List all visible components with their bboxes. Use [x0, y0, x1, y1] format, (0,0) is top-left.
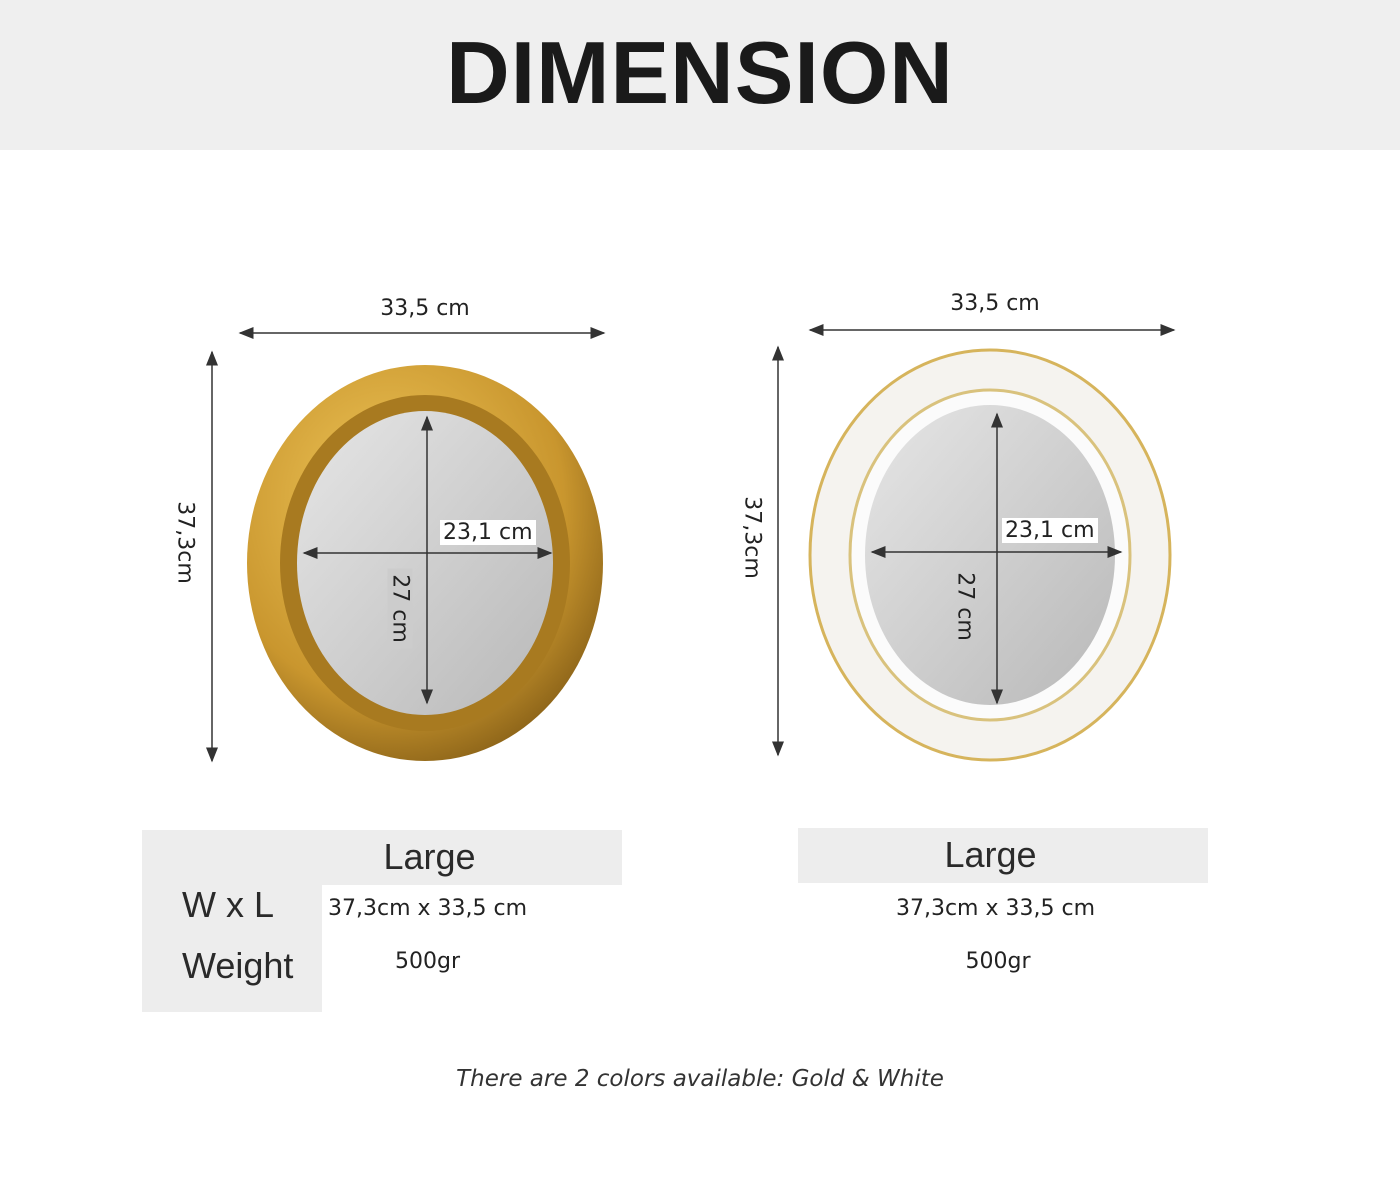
white-mirror: [808, 348, 1172, 762]
label-weight: Weight: [182, 945, 294, 986]
gold-mirror: [247, 365, 603, 761]
footer-note: There are 2 colors available: Gold & Whi…: [456, 1066, 944, 1092]
gold-wxl: 37,3cm x 33,5 cm: [328, 896, 527, 921]
white-mirror-height-label: 27 cm: [952, 572, 978, 641]
white-wxl: 37,3cm x 33,5 cm: [798, 896, 1193, 921]
gold-length: 37,3cm: [328, 896, 411, 921]
gold-height-label: 37,3cm: [172, 501, 198, 584]
white-table-header: [798, 828, 1208, 883]
gold-table-label-col: [142, 885, 322, 1012]
gold-width-label: 33,5 cm: [380, 296, 470, 321]
gold-mirror-height-label: 27 cm: [387, 568, 413, 649]
white-length: 37,3cm: [895, 896, 979, 921]
times: x: [417, 896, 431, 921]
white-width: 33,5 cm: [1005, 896, 1096, 921]
gold-size: Large: [383, 836, 476, 877]
white-mirror-width-label: 23,1 cm: [1002, 518, 1098, 543]
white-height-label: 37,3cm: [739, 496, 765, 579]
gold-table-header: [142, 830, 622, 885]
times: x: [985, 896, 999, 921]
white-width-label: 33,5 cm: [950, 291, 1040, 316]
page-title: DIMENSION: [446, 23, 954, 122]
gold-width: 33,5 cm: [437, 896, 528, 921]
dimension-arrows: [206, 324, 1176, 763]
header-band: [0, 0, 1400, 150]
white-size: Large: [944, 834, 1037, 875]
label-wxl: W x L: [182, 884, 275, 925]
white-weight: 500gr: [965, 949, 1031, 974]
gold-mirror-width-label: 23,1 cm: [440, 520, 536, 545]
gold-weight: 500gr: [395, 949, 461, 974]
